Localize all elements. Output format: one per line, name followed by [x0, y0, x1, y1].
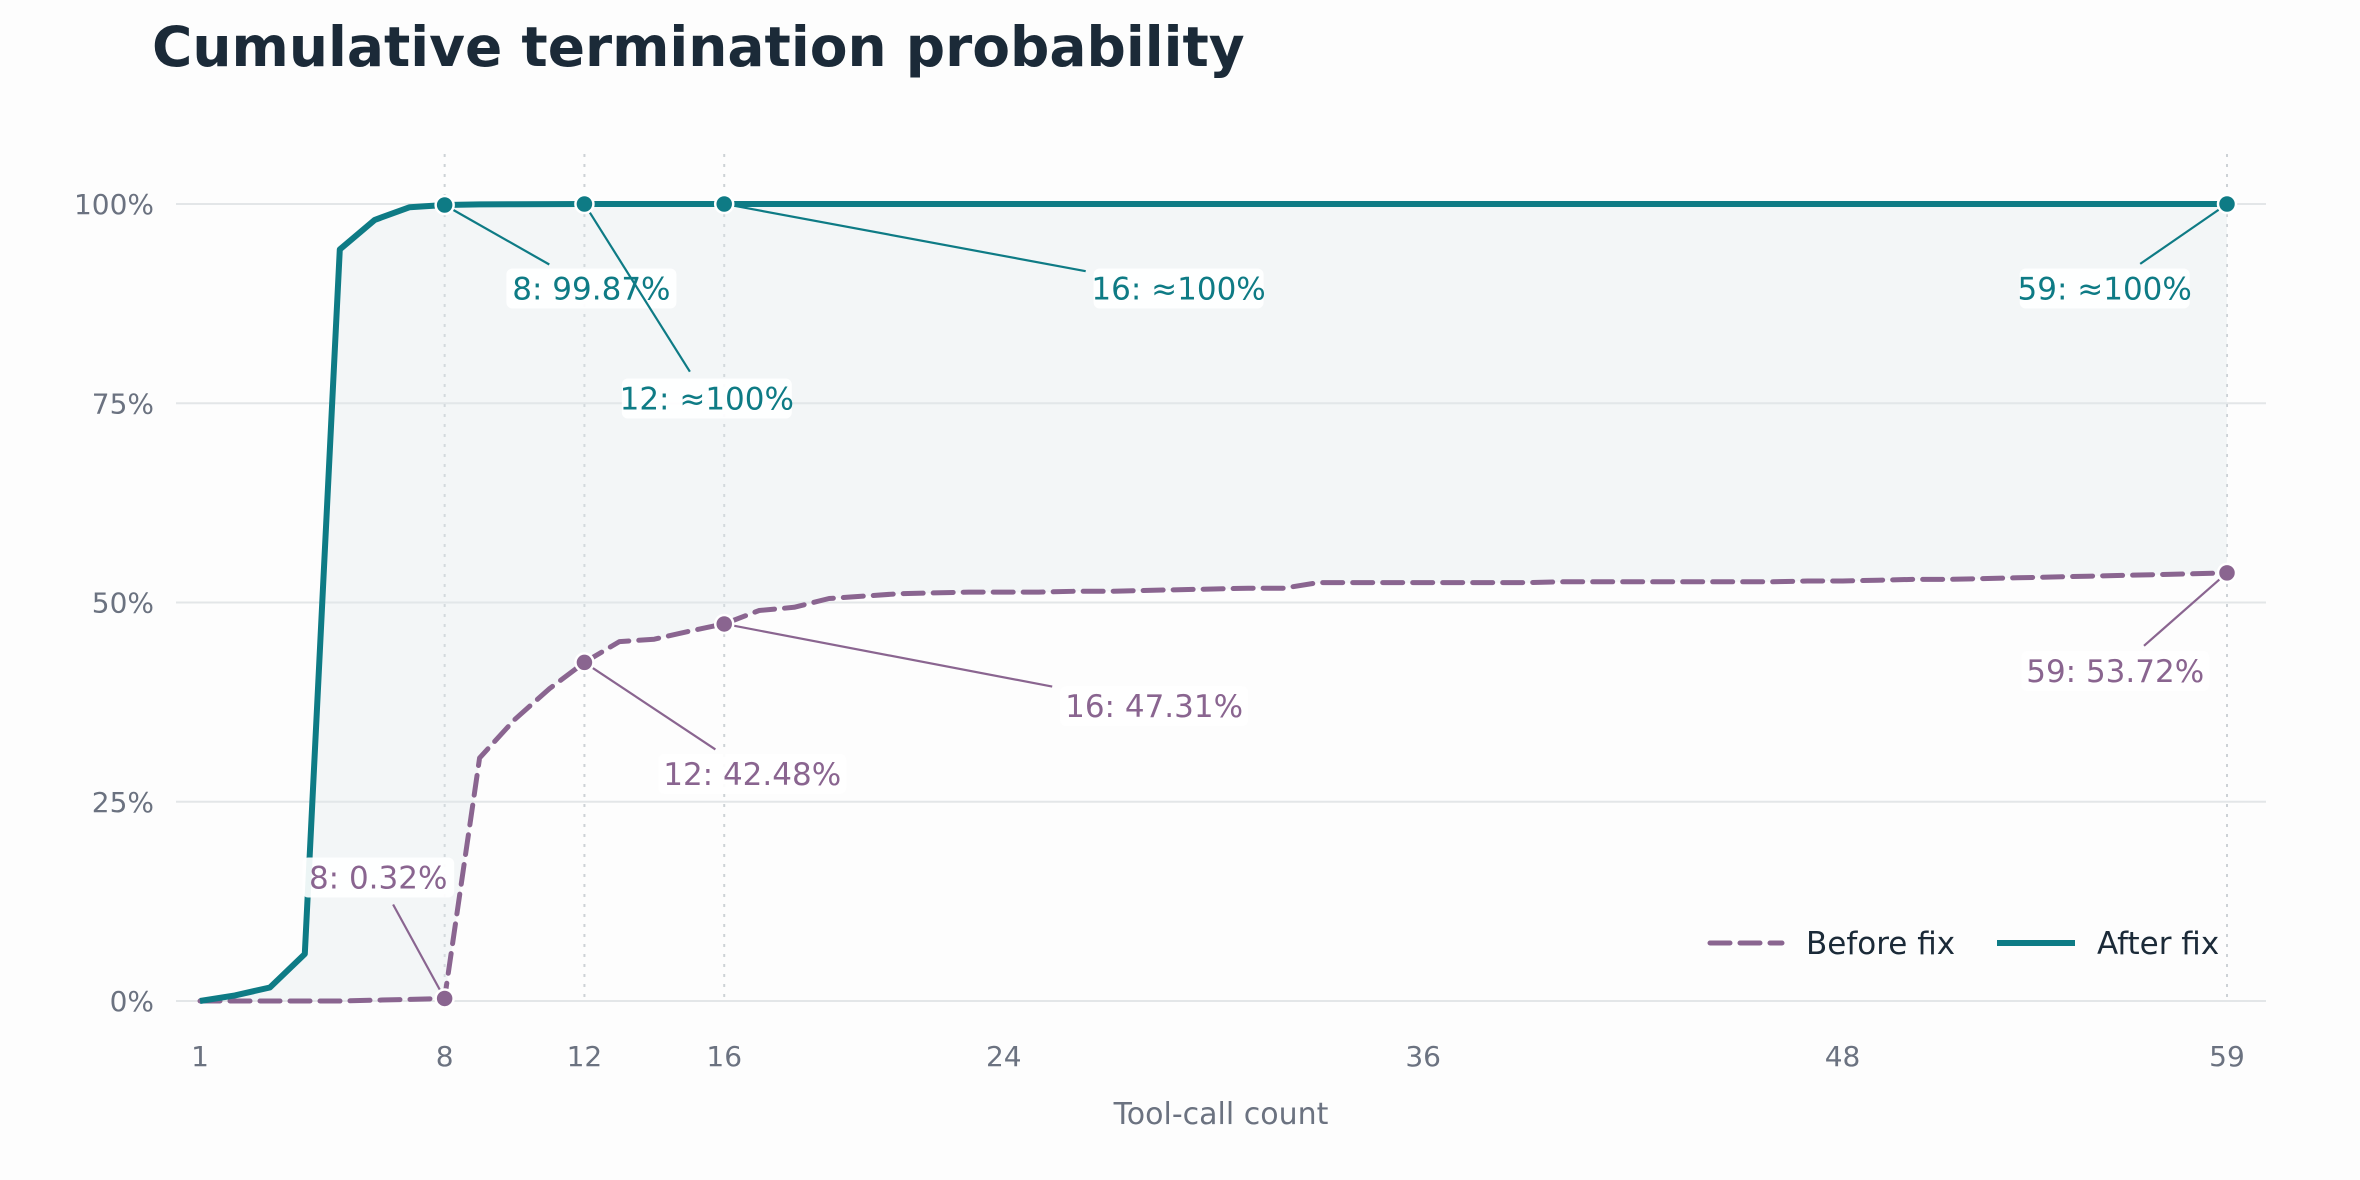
annotation-label-2: 16: ≈100%: [1091, 272, 1265, 308]
annotation-label-7: 59: 53.72%: [2026, 654, 2204, 690]
y-tick-label-0: 0%: [110, 985, 154, 1018]
y-tick-label-2: 50%: [92, 587, 154, 620]
annotation-leader-2: [732, 204, 1086, 273]
x-tick-label-7: 59: [2209, 1040, 2245, 1073]
annotation-box-2: [1093, 268, 1264, 309]
annotation-box-4: [302, 857, 455, 898]
annotation-leader-4: [392, 903, 442, 992]
annotation-label-3: 59: ≈100%: [2018, 272, 2192, 308]
y-tick-label-4: 100%: [74, 188, 154, 221]
annotation-box-7: [2021, 651, 2210, 691]
legend: Before fix After fix: [1707, 926, 2219, 962]
x-tick-label-3: 16: [706, 1040, 742, 1073]
legend-label-1: After fix: [2097, 926, 2219, 962]
legend-label-0: Before fix: [1806, 926, 1955, 962]
annotation-leader-5: [591, 666, 717, 751]
x-tick-label-1: 8: [436, 1040, 454, 1073]
annotation-leader-0: [451, 208, 550, 266]
annotation-leader-6: [732, 624, 1053, 688]
annotation-leader-7: [2143, 577, 2221, 647]
series-line-1: [199, 201, 2227, 1004]
annotation-box-1: [621, 378, 792, 419]
x-axis-ticks: 1 8 12 16 24 36 48 59: [191, 1040, 2245, 1073]
chart-title: Cumulative termination probability: [152, 15, 1245, 79]
y-tick-label-3: 75%: [92, 387, 154, 420]
x-axis-title: Tool-call count: [1113, 1097, 1329, 1132]
series-line-0: [197, 570, 2230, 1004]
annotation-point-1: [574, 193, 595, 215]
annotation-point-3: [2216, 193, 2238, 215]
x-tick-label-6: 48: [1825, 1040, 1861, 1073]
annotation-layer: 8: 99.87% 12: ≈100% 16: ≈100% 59: ≈100% 8: 0…: [302, 193, 2238, 1009]
annotation-label-4: 8: 0.32%: [309, 861, 448, 897]
y-axis-ticks: 0% 25% 50% 75% 100%: [74, 188, 154, 1018]
annotation-box-5: [658, 753, 847, 794]
x-tick-label-4: 24: [986, 1040, 1022, 1073]
series-layer: [197, 201, 2230, 1004]
annotation-point-7: [2216, 562, 2238, 584]
annotation-point-4: [434, 988, 455, 1009]
annotation-point-2: [713, 193, 735, 215]
annotation-leader-1: [588, 211, 691, 373]
annotation-box-3: [2019, 268, 2190, 309]
annotation-leader-3: [2139, 208, 2221, 265]
annotation-box-0: [506, 268, 677, 309]
y-tick-label-1: 25%: [92, 786, 154, 819]
x-tick-label-0: 1: [191, 1040, 209, 1073]
annotation-point-0: [434, 194, 455, 216]
annotation-label-6: 16: 47.31%: [1065, 689, 1243, 725]
annotation-label-1: 12: ≈100%: [620, 382, 794, 418]
x-tick-label-2: 12: [567, 1040, 603, 1073]
annotation-point-5: [574, 652, 595, 673]
annotation-label-0: 8: 99.87%: [512, 272, 670, 308]
annotation-point-6: [713, 613, 735, 635]
annotation-label-5: 12: 42.48%: [663, 757, 841, 793]
annotation-box-6: [1060, 686, 1249, 727]
x-tick-label-5: 36: [1405, 1040, 1441, 1073]
